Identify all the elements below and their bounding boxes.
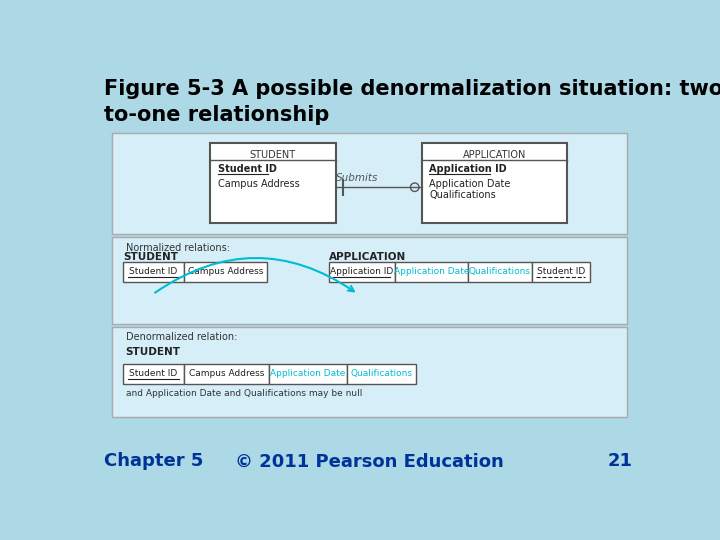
FancyBboxPatch shape [269, 363, 346, 383]
FancyBboxPatch shape [468, 262, 532, 282]
Text: Normalized relations:: Normalized relations: [126, 242, 230, 253]
FancyBboxPatch shape [422, 143, 567, 224]
Text: Application Date: Application Date [394, 267, 469, 276]
Text: Student ID: Student ID [130, 267, 178, 276]
FancyBboxPatch shape [123, 363, 184, 383]
Text: STUDENT: STUDENT [123, 252, 179, 262]
Text: Submits: Submits [336, 173, 379, 183]
Text: Student ID: Student ID [130, 369, 178, 378]
Text: Qualifications: Qualifications [469, 267, 531, 276]
Text: STUDENT: STUDENT [126, 347, 181, 356]
Text: Campus Address: Campus Address [188, 267, 264, 276]
Text: Application Date: Application Date [429, 179, 510, 189]
Text: © 2011 Pearson Education: © 2011 Pearson Education [235, 453, 503, 470]
Text: 21: 21 [608, 453, 632, 470]
Text: Application ID: Application ID [429, 164, 507, 174]
FancyBboxPatch shape [123, 262, 184, 282]
Text: Student ID: Student ID [536, 267, 585, 276]
Text: Campus Address: Campus Address [218, 179, 300, 189]
Text: APPLICATION: APPLICATION [463, 150, 526, 160]
FancyBboxPatch shape [329, 262, 395, 282]
Text: Application ID: Application ID [330, 267, 393, 276]
FancyBboxPatch shape [210, 143, 336, 224]
Text: Figure 5-3 A possible denormalization situation: two entities with one-
to-one r: Figure 5-3 A possible denormalization si… [104, 79, 720, 125]
Text: and Application Date and Qualifications may be null: and Application Date and Qualifications … [126, 389, 362, 398]
FancyBboxPatch shape [112, 132, 627, 234]
FancyBboxPatch shape [395, 262, 468, 282]
Text: Application Date: Application Date [270, 369, 346, 378]
Text: Student ID: Student ID [218, 164, 276, 174]
Text: Denormalized relation:: Denormalized relation: [126, 332, 237, 342]
FancyBboxPatch shape [346, 363, 416, 383]
Text: Campus Address: Campus Address [189, 369, 264, 378]
Text: Chapter 5: Chapter 5 [104, 453, 203, 470]
Text: Qualifications: Qualifications [351, 369, 413, 378]
FancyBboxPatch shape [184, 363, 269, 383]
Text: Qualifications: Qualifications [429, 190, 496, 200]
Text: STUDENT: STUDENT [250, 150, 296, 160]
FancyBboxPatch shape [112, 327, 627, 417]
FancyBboxPatch shape [112, 237, 627, 323]
FancyBboxPatch shape [532, 262, 590, 282]
FancyBboxPatch shape [184, 262, 267, 282]
Text: APPLICATION: APPLICATION [329, 252, 406, 262]
